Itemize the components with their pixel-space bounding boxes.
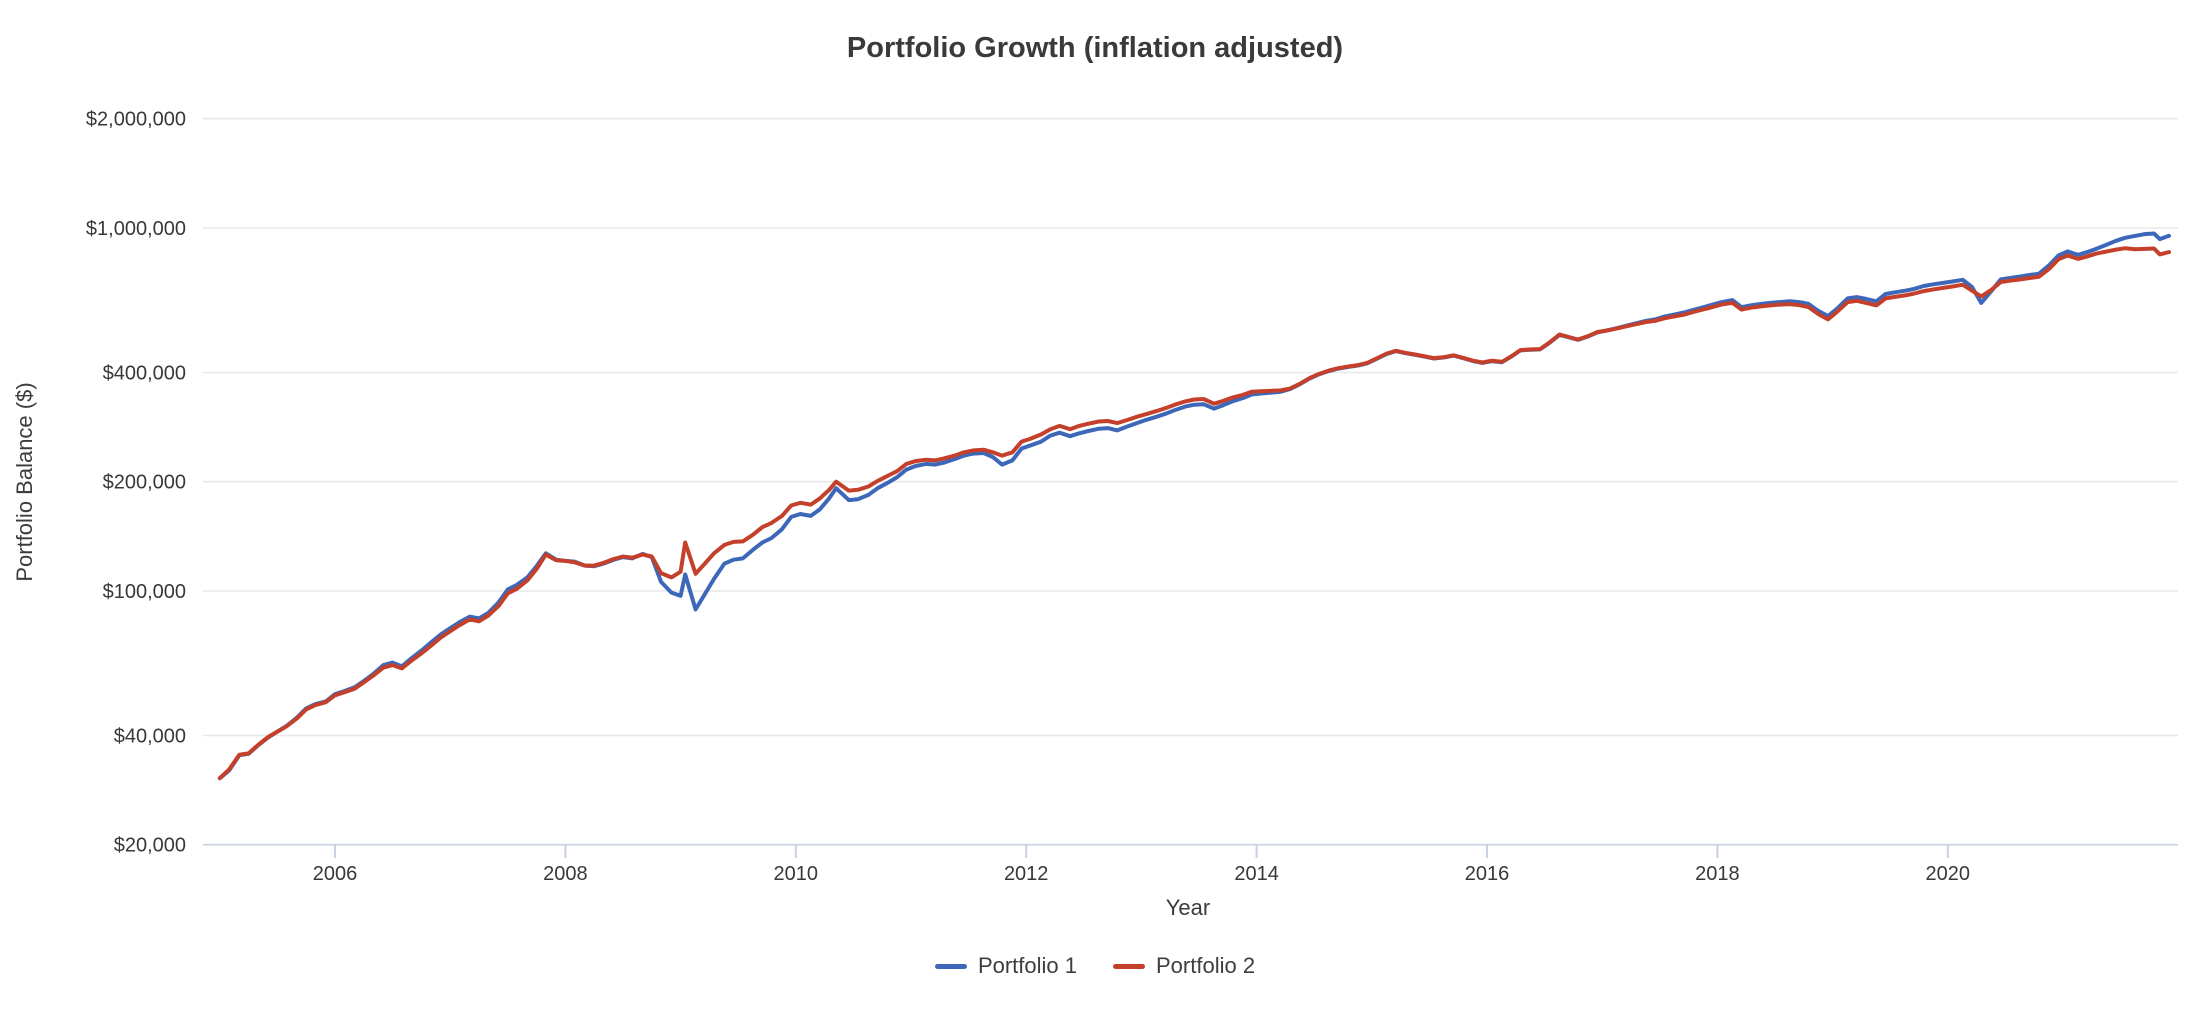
y-tick-label: $400,000 bbox=[103, 363, 186, 385]
gridlines-group bbox=[203, 117, 2178, 846]
x-tick-label: 2014 bbox=[1234, 863, 1279, 885]
legend-item-portfolio-1[interactable]: Portfolio 1 bbox=[934, 953, 1077, 979]
y-tick-labels-group: $20,000 $40,000 $100,000 $200,000 $400,000 $1… bbox=[86, 109, 186, 857]
portfolio-2-line bbox=[217, 246, 2171, 781]
portfolio-2-line-swatch-icon bbox=[1113, 963, 1145, 969]
x-tick-label: 2016 bbox=[1465, 863, 1510, 885]
legend-label-portfolio-2: Portfolio 2 bbox=[1156, 953, 1256, 978]
legend-item-portfolio-2[interactable]: Portfolio 2 bbox=[1113, 953, 1255, 979]
y-tick-label: $2,000,000 bbox=[86, 109, 186, 131]
x-tick-label: 2008 bbox=[543, 863, 588, 885]
y-tick-label: $200,000 bbox=[103, 472, 186, 494]
x-tick-label: 2020 bbox=[1926, 863, 1971, 885]
x-tick-label: 2018 bbox=[1695, 863, 1740, 885]
x-tick-labels-group: 2006 2008 2010 2012 2014 2016 2018 2020 bbox=[313, 863, 1970, 885]
y-tick-label: $20,000 bbox=[114, 835, 186, 857]
series-lines-group bbox=[217, 231, 2171, 781]
y-tick-label: $40,000 bbox=[114, 726, 186, 748]
y-tick-label: $100,000 bbox=[103, 581, 186, 603]
chart-legend: Portfolio 1 Portfolio 2 bbox=[0, 953, 2190, 979]
chart-title: Portfolio Growth (inflation adjusted) bbox=[847, 32, 1343, 64]
y-axis-title: Portfolio Balance ($) bbox=[12, 382, 37, 581]
x-tick-label: 2006 bbox=[313, 863, 358, 885]
legend-label-portfolio-1: Portfolio 1 bbox=[977, 953, 1077, 978]
portfolio-1-line-swatch-icon bbox=[934, 963, 967, 969]
x-axis-title: Year bbox=[1166, 895, 1210, 920]
y-tick-label: $1,000,000 bbox=[86, 218, 186, 240]
portfolio-1-line bbox=[217, 231, 2171, 781]
x-tick-label: 2012 bbox=[1004, 863, 1049, 885]
x-ticks-group bbox=[334, 845, 1949, 858]
x-tick-label: 2010 bbox=[774, 863, 819, 885]
